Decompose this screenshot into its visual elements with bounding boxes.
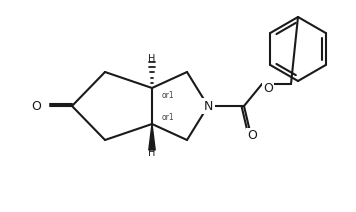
Text: or1: or1 xyxy=(162,91,175,99)
Text: O: O xyxy=(263,82,273,95)
Text: H: H xyxy=(148,148,156,158)
Text: O: O xyxy=(31,99,41,113)
Polygon shape xyxy=(149,124,155,150)
Text: H: H xyxy=(148,54,156,64)
Text: O: O xyxy=(247,129,257,142)
Text: N: N xyxy=(203,99,213,113)
Text: or1: or1 xyxy=(162,113,175,121)
